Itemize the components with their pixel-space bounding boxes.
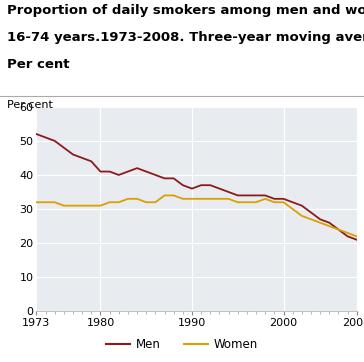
Women: [318, 220, 322, 225]
Women: [126, 197, 130, 201]
Women: [327, 224, 332, 228]
Men: [290, 200, 295, 205]
Men: [281, 197, 286, 201]
Men: [318, 217, 322, 222]
Women: [171, 193, 176, 198]
Men: [162, 176, 167, 181]
Men: [336, 227, 341, 232]
Women: [80, 203, 84, 208]
Men: [43, 135, 48, 140]
Women: [245, 200, 249, 205]
Men: [300, 203, 304, 208]
Women: [116, 200, 121, 205]
Men: [181, 183, 185, 188]
Men: [135, 166, 139, 171]
Men: [309, 210, 313, 215]
Women: [190, 197, 194, 201]
Women: [236, 200, 240, 205]
Women: [355, 234, 359, 239]
Men: [245, 193, 249, 198]
Text: Per cent: Per cent: [7, 58, 70, 71]
Men: [144, 169, 149, 174]
Women: [181, 197, 185, 201]
Men: [345, 234, 350, 239]
Text: Per cent: Per cent: [7, 100, 53, 110]
Women: [336, 227, 341, 232]
Men: [34, 132, 39, 136]
Men: [107, 169, 112, 174]
Men: [263, 193, 268, 198]
Women: [52, 200, 57, 205]
Line: Men: Men: [36, 134, 357, 240]
Women: [263, 197, 268, 201]
Women: [89, 203, 94, 208]
Women: [345, 231, 350, 235]
Women: [98, 203, 103, 208]
Women: [162, 193, 167, 198]
Women: [135, 197, 139, 201]
Women: [300, 214, 304, 218]
Men: [199, 183, 203, 188]
Women: [107, 200, 112, 205]
Women: [34, 200, 39, 205]
Women: [153, 200, 158, 205]
Men: [71, 152, 75, 157]
Women: [199, 197, 203, 201]
Text: Proportion of daily smokers among men and women.: Proportion of daily smokers among men an…: [7, 4, 364, 17]
Women: [62, 203, 66, 208]
Men: [153, 173, 158, 177]
Men: [190, 186, 194, 191]
Men: [80, 156, 84, 160]
Men: [226, 190, 231, 194]
Women: [208, 197, 213, 201]
Men: [272, 197, 277, 201]
Men: [62, 146, 66, 150]
Men: [171, 176, 176, 181]
Women: [43, 200, 48, 205]
Men: [98, 169, 103, 174]
Men: [217, 186, 222, 191]
Men: [236, 193, 240, 198]
Men: [89, 159, 94, 164]
Men: [355, 237, 359, 242]
Women: [272, 200, 277, 205]
Line: Women: Women: [36, 195, 357, 236]
Men: [126, 169, 130, 174]
Legend: Men, Women: Men, Women: [102, 334, 262, 356]
Men: [254, 193, 258, 198]
Women: [144, 200, 149, 205]
Women: [226, 197, 231, 201]
Men: [208, 183, 213, 188]
Men: [116, 173, 121, 177]
Women: [309, 217, 313, 222]
Women: [290, 207, 295, 211]
Women: [71, 203, 75, 208]
Men: [52, 139, 57, 143]
Women: [281, 200, 286, 205]
Men: [327, 220, 332, 225]
Women: [217, 197, 222, 201]
Women: [254, 200, 258, 205]
Text: 16-74 years.1973-2008. Three-year moving average.: 16-74 years.1973-2008. Three-year moving…: [7, 31, 364, 44]
